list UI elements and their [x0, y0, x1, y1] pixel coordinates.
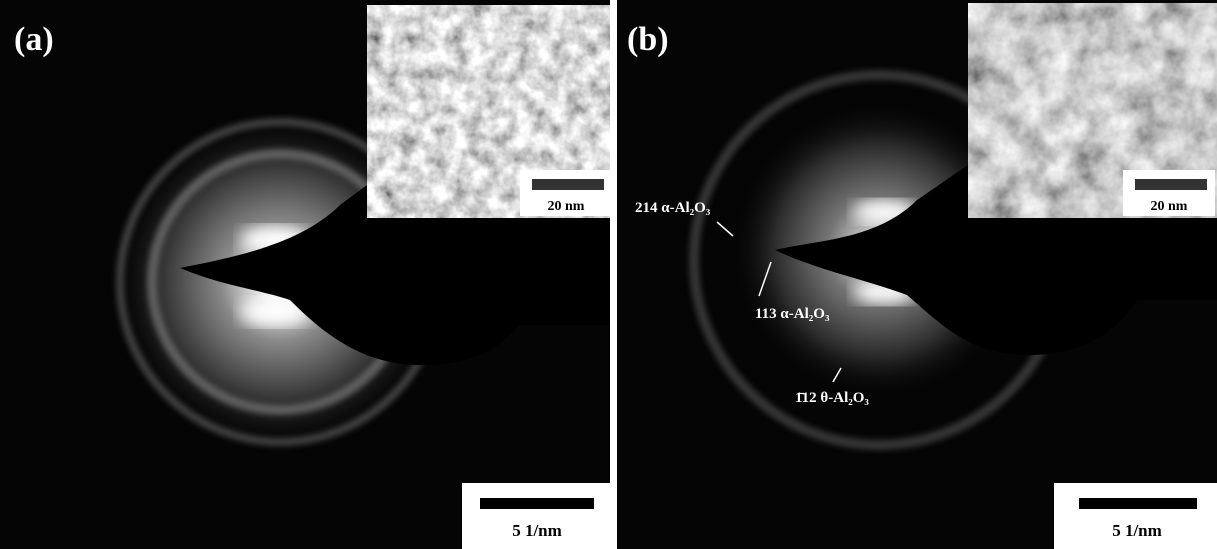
scale-label: 5 1/nm [1112, 521, 1162, 540]
annotation: 214 α-Al₂O₃ [635, 200, 711, 216]
inset-scale-bar [532, 179, 604, 190]
panel-label: (b) [627, 21, 669, 58]
inset-scale-label: 20 nm [1151, 199, 1188, 214]
annotation: 113 α-Al₂O₃ [755, 306, 830, 322]
inset-scale-bar [1135, 179, 1207, 190]
divider [610, 0, 617, 549]
inset-scale-label: 20 nm [548, 199, 585, 214]
annotation: 1̄12 θ-Al₂O₃ [795, 390, 869, 406]
figure: 20 nm (a) 5 1/nm 20 nm (b) 214 α-Al₂O₃ 1… [0, 0, 1217, 549]
scale-bar [1079, 498, 1197, 509]
scale-bar [480, 498, 594, 509]
scale-label: 5 1/nm [512, 521, 562, 540]
panel-label: (a) [14, 21, 54, 58]
panel-a: 20 nm (a) 5 1/nm [0, 0, 615, 549]
panel-b: 20 nm (b) 214 α-Al₂O₃ 113 α-Al₂O₃ 1̄12 θ… [617, 0, 1217, 549]
